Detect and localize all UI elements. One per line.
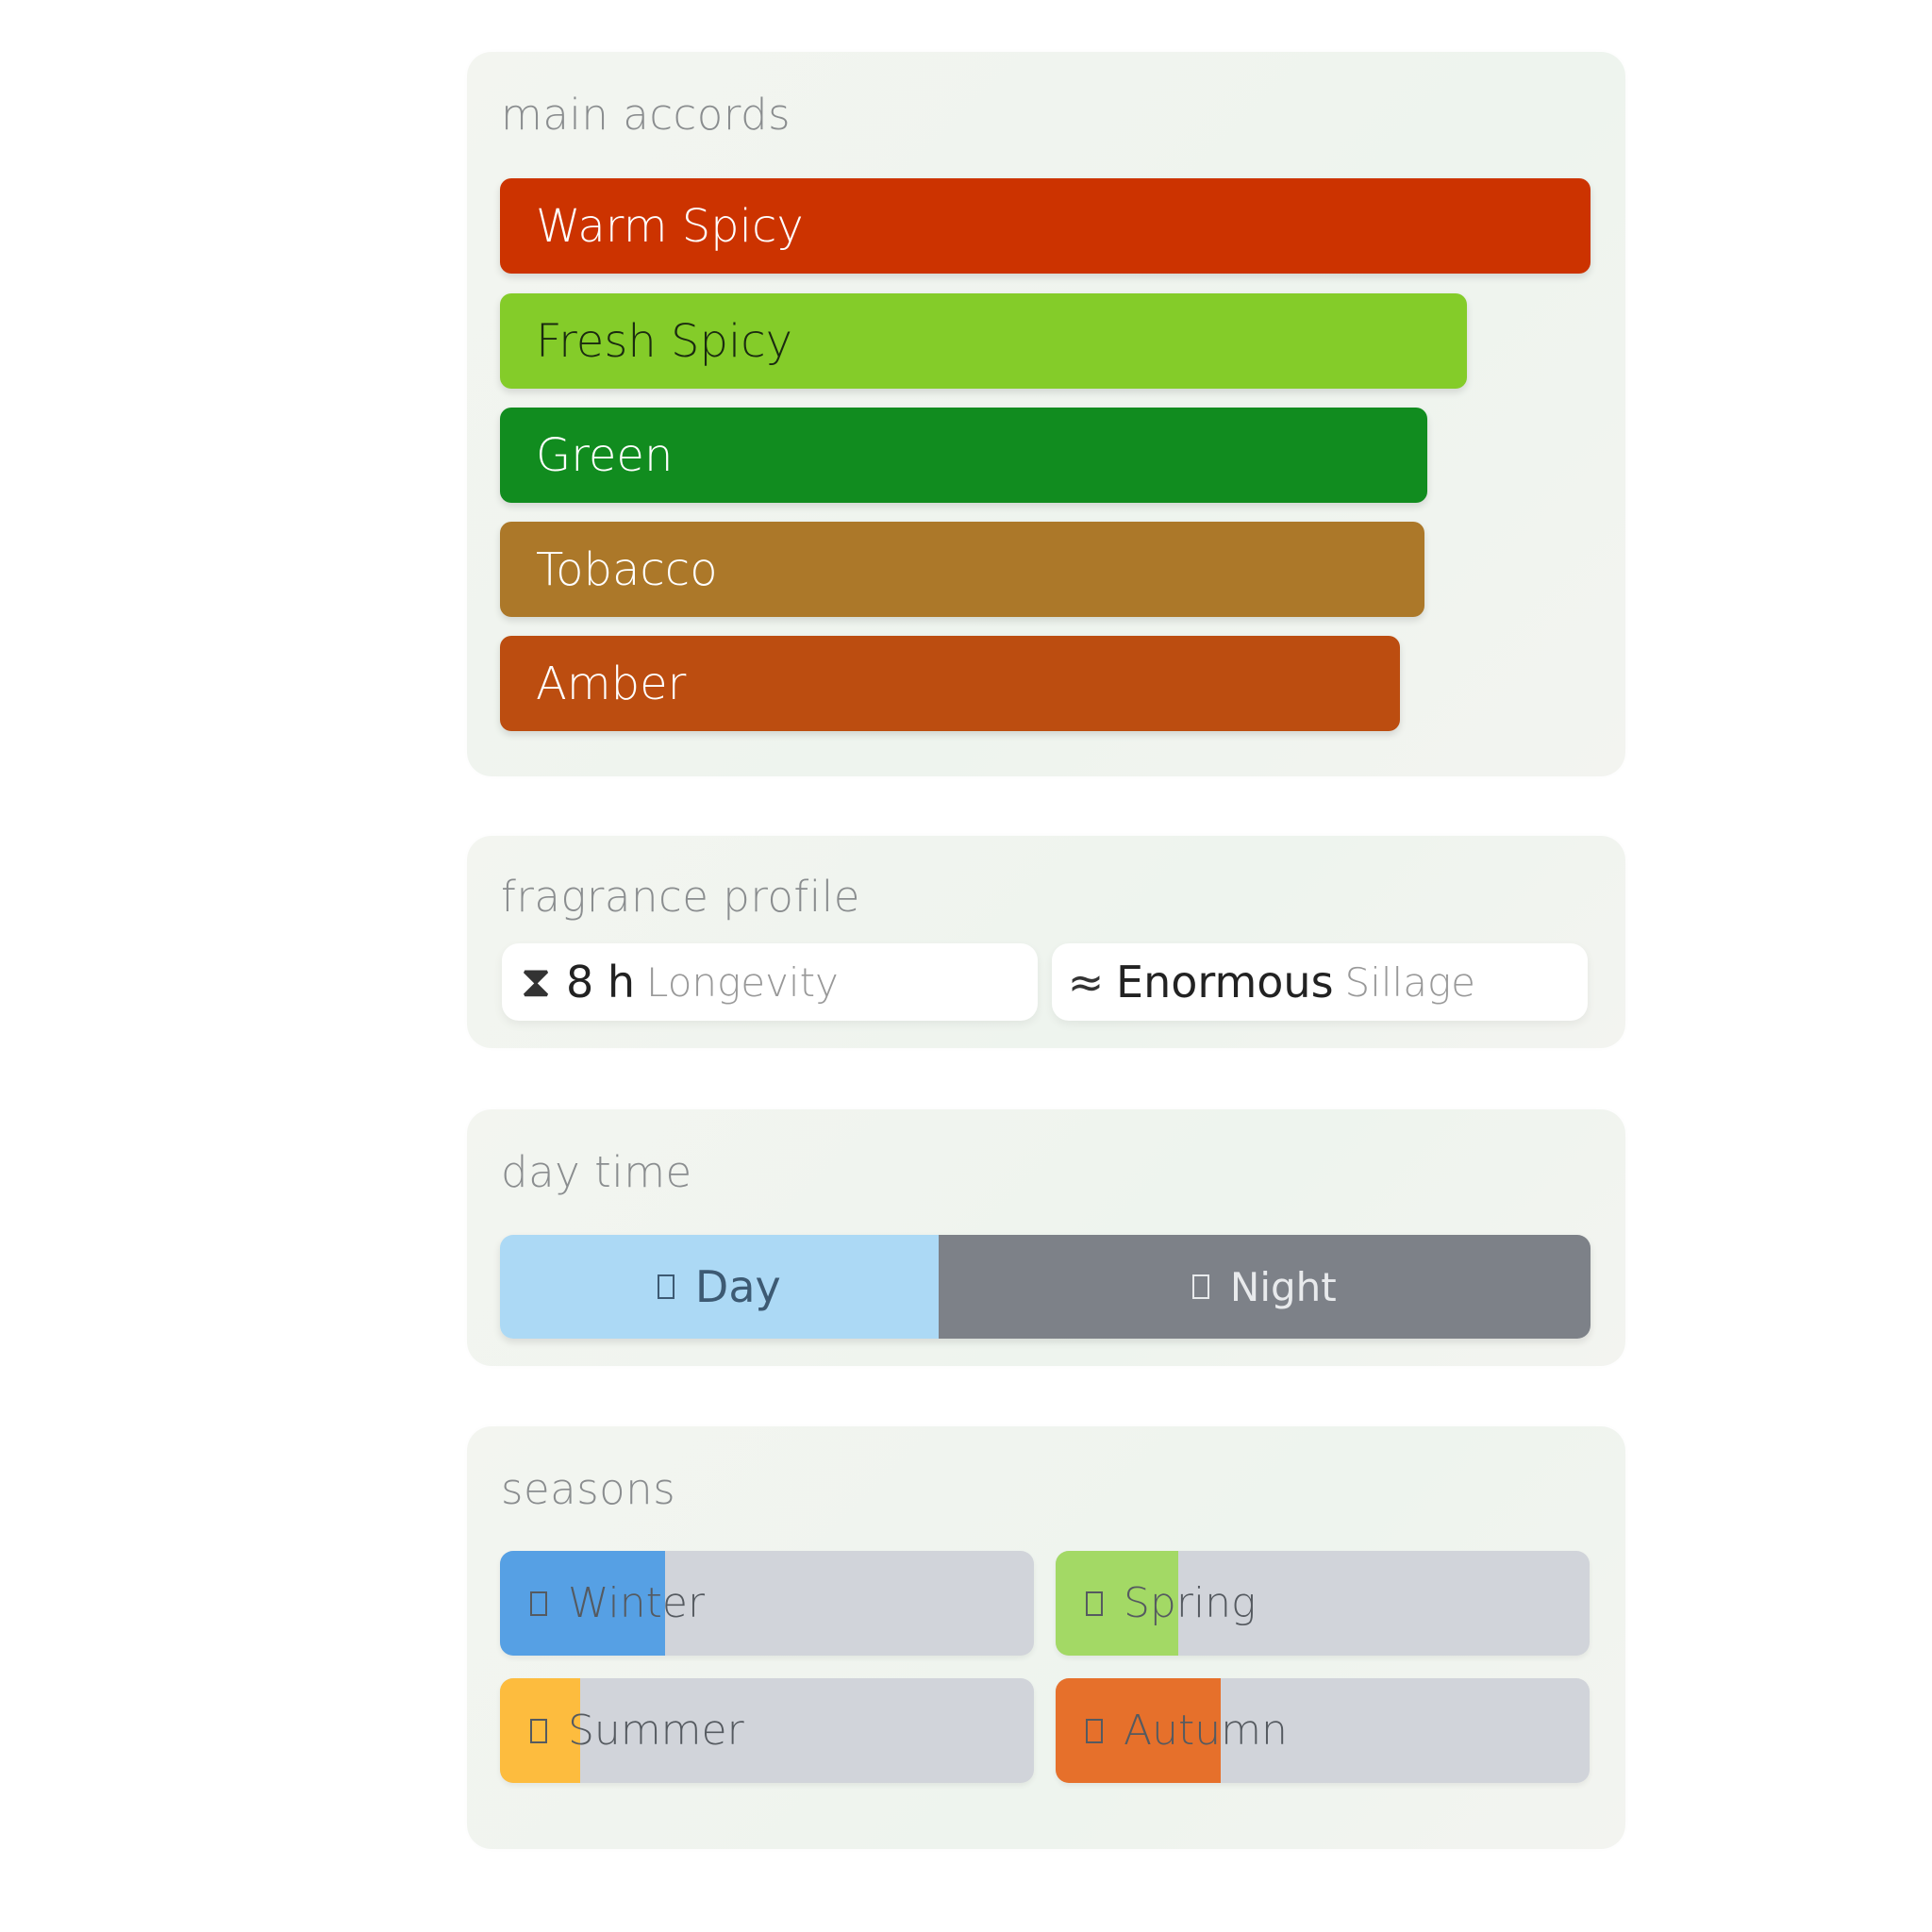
snowflake-icon xyxy=(530,1591,547,1616)
sillage-label: Sillage xyxy=(1344,958,1475,1006)
sillage-chip: ≈ Enormous Sillage xyxy=(1052,943,1588,1021)
day-night-bar: Day Night xyxy=(500,1235,1591,1339)
season-label: Spring xyxy=(1124,1579,1257,1627)
season-fill xyxy=(500,1678,580,1783)
season-fill xyxy=(1056,1551,1179,1656)
accord-label: Green xyxy=(536,428,674,482)
seasons-title: seasons xyxy=(501,1464,676,1514)
accord-label: Warm Spicy xyxy=(536,199,804,253)
night-segment: Night xyxy=(938,1235,1591,1339)
accord-bar: Amber xyxy=(500,636,1400,731)
moon-icon xyxy=(1191,1274,1209,1299)
fragrance-profile-card: fragrance profile ⧗ 8 h Longevity ≈ Enor… xyxy=(467,836,1625,1048)
longevity-value: 8 h xyxy=(566,957,636,1008)
sun-icon xyxy=(530,1718,547,1743)
main-accords-card: main accords Warm Spicy Fresh Spicy Gree… xyxy=(467,52,1625,776)
longevity-label: Longevity xyxy=(646,958,839,1006)
accord-label: Fresh Spicy xyxy=(536,314,793,368)
accord-bar: Warm Spicy xyxy=(500,178,1591,274)
main-accords-title: main accords xyxy=(501,90,791,140)
season-label: Winter xyxy=(568,1579,706,1627)
seasons-card: seasons Winter Spring Summer Autumn xyxy=(467,1426,1625,1849)
season-winter: Winter xyxy=(500,1551,1034,1656)
season-summer: Summer xyxy=(500,1678,1034,1783)
day-time-card: day time Day Night xyxy=(467,1109,1625,1366)
season-label: Summer xyxy=(568,1707,744,1755)
season-autumn: Autumn xyxy=(1056,1678,1590,1783)
season-label: Autumn xyxy=(1124,1707,1288,1755)
season-fill xyxy=(500,1551,666,1656)
season-fill xyxy=(1056,1678,1222,1783)
sun-icon xyxy=(657,1274,675,1299)
day-time-title: day time xyxy=(501,1147,692,1197)
season-spring: Spring xyxy=(1056,1551,1590,1656)
accord-label: Amber xyxy=(536,657,687,710)
accord-bar: Green xyxy=(500,408,1427,503)
accord-bar: Tobacco xyxy=(500,522,1425,617)
waves-icon: ≈ xyxy=(1067,957,1105,1008)
day-label: Day xyxy=(694,1261,781,1312)
flower-icon xyxy=(1086,1591,1103,1616)
longevity-chip: ⧗ 8 h Longevity xyxy=(502,943,1038,1021)
sillage-value: Enormous xyxy=(1116,957,1334,1008)
accord-bar: Fresh Spicy xyxy=(500,293,1468,389)
leaf-icon xyxy=(1086,1718,1103,1743)
accord-label: Tobacco xyxy=(536,542,718,596)
fragrance-profile-title: fragrance profile xyxy=(501,872,860,922)
day-segment: Day xyxy=(500,1235,939,1339)
hourglass-icon: ⧗ xyxy=(520,956,552,1007)
night-label: Night xyxy=(1229,1263,1337,1310)
